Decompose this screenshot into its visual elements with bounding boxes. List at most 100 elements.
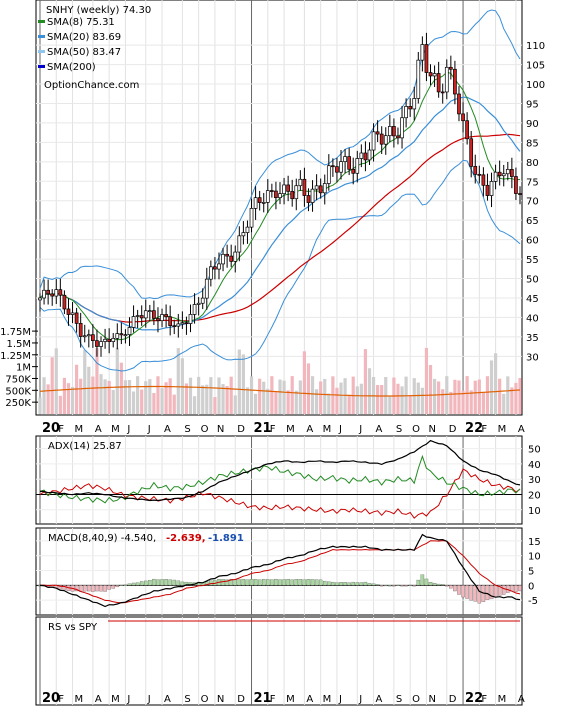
macd-histogram-bar	[424, 578, 429, 586]
candle-body	[424, 44, 429, 73]
volume-bar	[347, 395, 351, 414]
legend-swatch-sma20	[38, 35, 45, 38]
x-tick-label: A	[95, 424, 102, 435]
lower-band-line	[39, 159, 521, 372]
macd-histogram-bar	[290, 579, 294, 586]
volume-bar	[302, 351, 307, 414]
rs-label: RS vs SPY	[48, 622, 98, 633]
macd-histogram-bar	[457, 585, 461, 595]
candle-body	[188, 314, 193, 324]
candle-body	[367, 149, 372, 161]
volume-bar	[38, 397, 42, 414]
macd-histogram-bar	[347, 582, 351, 586]
volume-bar	[156, 376, 160, 414]
macd-histogram-bar	[298, 579, 303, 586]
x-tick-label-bottom: 21	[254, 691, 272, 706]
volume-bar	[217, 377, 221, 414]
candle-body	[86, 334, 91, 337]
x-tick-label: M	[286, 424, 295, 435]
macd-histogram-bar	[74, 585, 79, 592]
volume-bar	[95, 348, 99, 414]
volume-bar	[184, 383, 189, 414]
macd-histogram-bar	[148, 580, 152, 586]
macd-histogram-bar	[127, 583, 132, 586]
candle-body	[241, 232, 246, 237]
candle-body	[493, 171, 498, 182]
macd-tick-label: 10	[528, 552, 541, 563]
x-tick-label: J	[358, 424, 362, 435]
macd-signal-label: -2.639,	[166, 533, 206, 544]
candle-body	[387, 126, 392, 137]
candle-body	[221, 253, 225, 265]
candle-body	[416, 59, 421, 99]
volume-bar	[225, 386, 229, 414]
x-tick-label: N	[428, 424, 435, 435]
sma20-line	[39, 96, 521, 331]
volume-bar	[253, 393, 258, 414]
macd-histogram-bar	[355, 582, 360, 586]
price-tick-label: 90	[526, 119, 539, 130]
candle-body	[363, 152, 368, 161]
macd-histogram-bar	[229, 578, 233, 586]
macd-histogram-bar	[172, 579, 176, 586]
volume-bar	[233, 395, 237, 414]
macd-histogram-bar	[241, 578, 246, 586]
volume-bar	[168, 378, 172, 414]
x-tick-label: J	[338, 424, 342, 435]
candle-body	[160, 314, 164, 322]
volume-bar	[221, 384, 225, 414]
macd-histogram-bar	[384, 584, 388, 587]
volume-bar	[42, 377, 46, 414]
macd-histogram-bar	[257, 579, 262, 586]
macd-histogram-bar	[363, 581, 368, 586]
candle-body	[461, 113, 465, 122]
candle-body	[147, 310, 152, 313]
candle-body	[514, 176, 518, 194]
x-tick-label: S	[184, 424, 190, 435]
macd-histogram-bar	[449, 585, 453, 589]
macd-histogram-bar	[400, 585, 404, 587]
candle-body	[347, 156, 352, 170]
macd-histogram-bar	[249, 579, 254, 586]
x-tick-label-bottom: 20	[42, 691, 60, 706]
macd-histogram-bar	[87, 585, 91, 592]
legend-sma8: SMA(8) 75.31	[47, 17, 115, 28]
x-tick-label-bottom: J	[358, 694, 362, 705]
candle-body	[294, 185, 299, 200]
candle-body	[46, 289, 50, 295]
price-tick-label: 60	[526, 236, 539, 247]
volume-bar	[50, 357, 54, 414]
candle-body	[335, 166, 339, 173]
macd-histogram-bar	[82, 585, 87, 592]
x-tick-label-bottom: F	[481, 694, 487, 705]
x-tick-label-bottom: J	[147, 694, 151, 705]
macd-histogram-bar	[310, 579, 315, 586]
x-tick-label: F	[481, 424, 487, 435]
x-tick-label: J	[126, 424, 130, 435]
price-tick-label: 80	[526, 158, 539, 169]
candle-body	[326, 165, 331, 184]
volume-bar	[119, 362, 123, 414]
macd-histogram-bar	[119, 584, 124, 587]
macd-histogram-bar	[135, 582, 140, 586]
grid-layer	[36, 0, 522, 705]
x-tick-label-bottom: M	[75, 694, 84, 705]
volume-bar	[201, 385, 205, 414]
macd-histogram-bar	[408, 584, 412, 587]
x-tick-label: A	[306, 424, 313, 435]
x-tick-label-bottom: F	[270, 694, 276, 705]
volume-bar	[148, 379, 152, 414]
candle-body	[261, 202, 266, 204]
macd-histogram-bar	[404, 585, 408, 587]
candle-body	[42, 289, 46, 299]
legend-sma200: SMA(200)	[47, 62, 96, 73]
candle-body	[225, 253, 229, 257]
candle-body	[432, 73, 437, 77]
volume-bar	[359, 383, 363, 414]
adx-line	[39, 439, 521, 502]
candle-body	[172, 325, 177, 328]
x-tick-label-bottom: M	[286, 694, 295, 705]
candle-body	[282, 184, 286, 195]
candle-body	[78, 323, 83, 337]
